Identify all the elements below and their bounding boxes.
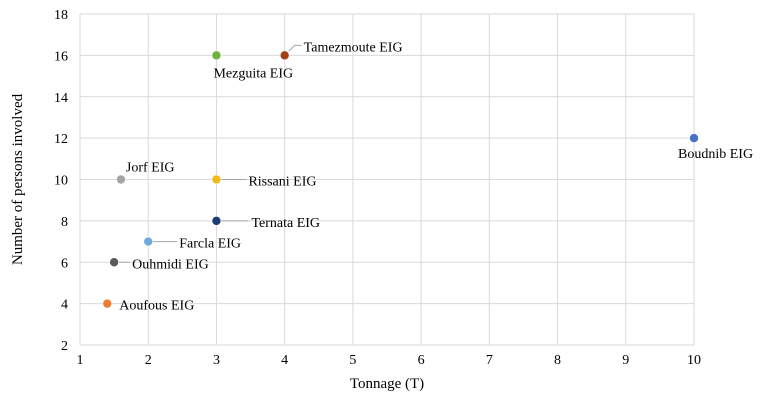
x-tick-label-6: 7 <box>486 353 493 368</box>
data-point-1 <box>211 50 222 61</box>
y-axis-title: Number of persons involved <box>10 93 26 265</box>
y-tick-label-5: 12 <box>54 132 68 147</box>
data-label-6: Farcla EIG <box>179 237 241 252</box>
y-tick-label-1: 4 <box>61 298 68 313</box>
x-tick-label-7: 8 <box>554 353 561 368</box>
data-point-7 <box>109 257 119 268</box>
x-tick-label-4: 5 <box>349 353 356 368</box>
data-label-4: Rissani EIG <box>248 175 316 190</box>
leader-line-0 <box>288 44 302 52</box>
data-label-5: Ternata EIG <box>251 216 320 231</box>
x-tick-label-2: 3 <box>213 353 220 368</box>
data-point-5 <box>211 216 222 226</box>
data-point-6 <box>143 236 154 247</box>
y-tick-label-3: 8 <box>61 215 68 230</box>
data-point-0 <box>279 50 290 61</box>
data-point-3 <box>116 174 126 185</box>
y-tick-label-2: 6 <box>61 256 68 271</box>
data-label-7: Ouhmidi EIG <box>132 257 209 272</box>
data-label-1: Mezguita EIG <box>213 66 293 81</box>
label-leader-lines <box>119 44 302 263</box>
data-point-2 <box>689 133 699 143</box>
y-tick-label-8: 18 <box>54 8 68 23</box>
data-point-8 <box>102 298 113 309</box>
point-labels: Tamezmoute EIG Mezguita EIG Boudnib EIG Jor… <box>119 40 753 313</box>
y-tick-label-7: 16 <box>54 49 68 64</box>
data-points <box>102 50 699 309</box>
x-tick-label-3: 4 <box>281 353 288 368</box>
x-tick-label-1: 2 <box>145 353 152 368</box>
y-tick-label-6: 14 <box>54 91 68 106</box>
x-axis-title: Tonnage (T) <box>350 376 424 392</box>
x-tick-label-9: 10 <box>687 353 701 368</box>
x-tick-label-5: 6 <box>418 353 425 368</box>
data-point-4 <box>211 174 222 185</box>
x-tick-label-8: 9 <box>622 353 629 368</box>
y-tick-label-4: 10 <box>54 174 68 189</box>
data-label-0: Tamezmoute EIG <box>304 40 403 55</box>
gridlines <box>79 13 695 346</box>
data-label-3: Jorf EIG <box>126 161 175 176</box>
data-label-8: Aoufous EIG <box>119 299 194 314</box>
y-tick-label-0: 2 <box>61 339 68 354</box>
x-tick-label-0: 1 <box>77 353 84 368</box>
data-label-2: Boudnib EIG <box>678 147 753 162</box>
